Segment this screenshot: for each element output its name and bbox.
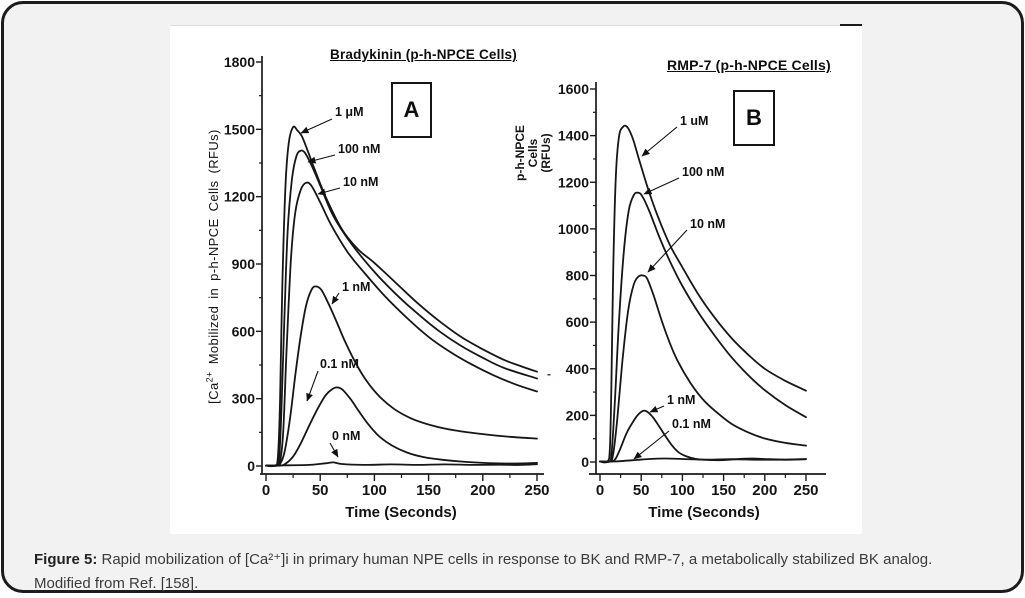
chart-b-x-axis-label: Time (Seconds): [648, 504, 760, 521]
figure-caption-line2: Modified from Ref. [158].: [34, 575, 199, 592]
y-tick-label: 900: [232, 256, 256, 272]
annotation-arrow: [649, 405, 665, 413]
chart-b-title: RMP-7 (p-h-NPCE Cells): [667, 57, 831, 73]
series-curve-10-nM: [265, 181, 538, 467]
annotation-label: 0.1 nM: [672, 417, 711, 431]
y-tick-label: 0: [581, 454, 589, 470]
clipped-label-artifact: -: [547, 367, 551, 381]
annotation-label: 1 μM: [335, 105, 364, 119]
y-tick-label: 1200: [558, 174, 589, 190]
series-curve-100-nM: [265, 149, 538, 467]
y-tick-label: 600: [566, 314, 590, 330]
y-tick-label: 300: [232, 391, 256, 407]
y-tick-label: 600: [232, 323, 256, 339]
figure-caption-number: Figure 5:: [34, 551, 98, 568]
annotation-label: 100 nM: [682, 165, 724, 179]
y-tick-label: 200: [566, 407, 590, 423]
annotation-label: 0 nM: [332, 429, 360, 443]
panel-a-label-box: A: [391, 82, 432, 138]
annotation-label: 1 nM: [667, 393, 695, 407]
figure-caption: Figure 5: Rapid mobilization of [Ca²⁺]i …: [34, 548, 1006, 596]
annotation-label: 1 uM: [680, 114, 708, 128]
x-tick-label: 250: [524, 482, 549, 499]
chart-a-x-axis-label: Time (Seconds): [345, 504, 457, 521]
annotation-arrow: [306, 370, 319, 402]
x-tick-label: 0: [262, 482, 270, 499]
y-tick-label: 0: [247, 458, 255, 474]
series-curve-1-M: [265, 125, 538, 468]
y-tick-label: 1800: [224, 54, 255, 70]
annotation-arrow: [300, 118, 333, 134]
annotation-arrow: [331, 292, 340, 305]
x-tick-label: 150: [711, 482, 736, 499]
annotation-label: 0.1 nM: [320, 357, 359, 371]
series-curve-10-nM: [599, 274, 807, 463]
annotation-arrow: [643, 177, 680, 195]
x-tick-label: 100: [362, 482, 387, 499]
y-tick-label: 1500: [224, 121, 255, 137]
figure-edge-artifact: [840, 24, 862, 26]
series-curve-0-1-nM: [265, 386, 538, 467]
x-tick-label: 50: [633, 482, 650, 499]
annotation-label: 10 nM: [343, 175, 378, 189]
x-tick-label: 0: [596, 482, 604, 499]
y-tick-label: 800: [566, 268, 590, 284]
y-tick-label: 400: [566, 361, 590, 377]
figure-caption-text: Rapid mobilization of [Ca²⁺]i in primary…: [97, 551, 933, 568]
chart-a-title: Bradykinin (p-h-NPCE Cells): [330, 47, 517, 62]
annotation-label: 100 nM: [338, 142, 380, 156]
annotation-arrow: [647, 229, 688, 273]
axis-lines: [589, 82, 826, 475]
annotation-label: 10 nM: [690, 217, 725, 231]
annotation-label: 1 nM: [342, 280, 370, 294]
series-curve-1-uM: [599, 124, 807, 464]
panel-b-label-box: B: [733, 90, 775, 146]
annotation-arrow: [317, 187, 341, 196]
series-curve-0-nM: [265, 461, 538, 467]
annotation-arrow: [307, 154, 336, 164]
annotation-arrow: [633, 430, 670, 460]
annotation-arrow: [641, 126, 678, 157]
y-tick-label: 1400: [558, 128, 589, 144]
y-tick-label: 1200: [224, 189, 255, 205]
series-curve-0-1-nM: [599, 457, 807, 463]
x-tick-label: 200: [470, 482, 495, 499]
series-curve-1-nM: [265, 285, 538, 467]
series-curve-100-nM: [599, 191, 807, 463]
panel-a-letter: A: [403, 97, 420, 122]
axis-lines: [260, 56, 544, 475]
x-tick-label: 150: [416, 482, 441, 499]
x-tick-label: 50: [312, 482, 329, 499]
x-tick-label: 250: [793, 482, 818, 499]
x-tick-label: 100: [670, 482, 695, 499]
y-tick-label: 1600: [558, 81, 589, 97]
y-tick-label: 1000: [558, 221, 589, 237]
x-tick-label: 200: [752, 482, 777, 499]
annotation-arrow: [329, 442, 339, 458]
panel-b-letter: B: [746, 105, 762, 130]
